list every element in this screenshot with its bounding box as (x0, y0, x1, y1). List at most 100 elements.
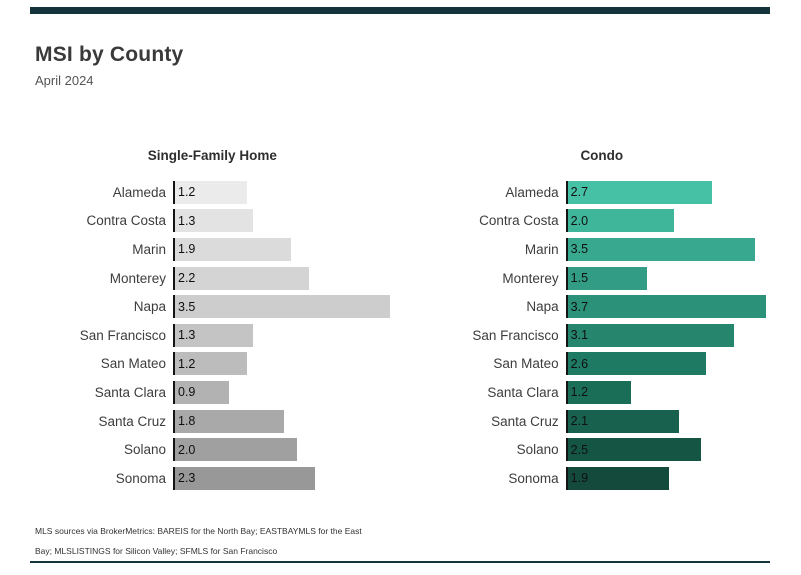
bar-row: Sonoma 1.9 (438, 464, 766, 493)
bar-track: 1.2 (173, 180, 390, 204)
category-label: Santa Cruz (491, 413, 559, 429)
bar-row: Napa 3.5 (35, 292, 390, 321)
bar: 1.8 (173, 409, 285, 433)
bar: 1.2 (565, 380, 631, 404)
category-label: Contra Costa (86, 213, 166, 229)
bar-track: 1.3 (173, 323, 390, 347)
bar-track: 1.2 (173, 352, 390, 376)
bar-track: 1.9 (173, 237, 390, 261)
category-label: Alameda (112, 184, 166, 200)
bar: 2.0 (565, 209, 674, 233)
bar: 3.7 (565, 295, 766, 319)
category-label: Santa Clara (487, 384, 559, 400)
value-label: 2.0 (570, 213, 589, 228)
bar-row: Contra Costa 1.3 (35, 207, 390, 236)
bar-track: 2.0 (565, 209, 766, 233)
bar-row: Solano 2.5 (438, 435, 766, 464)
value-label: 1.8 (178, 414, 196, 429)
category-label: Solano (123, 442, 166, 458)
category-label: San Francisco (472, 327, 559, 343)
bar-track: 2.6 (565, 352, 766, 376)
bar-row: Santa Clara 1.2 (438, 378, 766, 407)
value-label: 2.6 (570, 356, 589, 371)
value-label: 3.7 (570, 299, 589, 314)
value-label: 1.3 (178, 328, 196, 343)
bar: 3.1 (565, 323, 734, 347)
value-label: 2.1 (570, 414, 589, 429)
bar: 1.9 (173, 237, 291, 261)
bar-track: 2.1 (565, 409, 766, 433)
category-label: Sonoma (115, 470, 166, 486)
category-label: Napa (526, 299, 559, 315)
bar-track: 2.0 (173, 438, 390, 462)
source-note: MLS sources via BrokerMetrics: BAREIS fo… (35, 521, 362, 561)
category-label: San Mateo (493, 356, 559, 372)
value-label: 1.3 (178, 213, 196, 228)
bar: 2.0 (173, 438, 297, 462)
value-label: 2.2 (178, 271, 196, 286)
bar-row: Sonoma 2.3 (35, 464, 390, 493)
page-subtitle: April 2024 (35, 73, 94, 88)
value-label: 1.9 (570, 471, 589, 486)
charts-area: Single-Family Home Alameda 1.2 Contra Cost… (35, 148, 766, 493)
bar-rows: Alameda 2.7 Contra Costa 2.0 Marin 3.5 Montere… (438, 178, 766, 493)
bar: 2.5 (565, 438, 702, 462)
bar-row: Marin 1.9 (35, 235, 390, 264)
value-label: 1.2 (178, 356, 196, 371)
bar: 1.5 (565, 266, 647, 290)
bar-track: 2.5 (565, 438, 766, 462)
bar-row: San Francisco 3.1 (438, 321, 766, 350)
value-label: 1.2 (570, 385, 589, 400)
value-label: 3.1 (570, 328, 589, 343)
bar-track: 3.5 (173, 295, 390, 319)
category-label: Marin (132, 241, 166, 257)
bar-track: 1.2 (565, 380, 766, 404)
value-label: 1.5 (570, 271, 589, 286)
page-title: MSI by County (35, 43, 184, 66)
bar-row: Alameda 1.2 (35, 178, 390, 207)
category-label: Monterey (502, 270, 559, 286)
value-label: 2.3 (178, 471, 196, 486)
bar-row: Alameda 2.7 (438, 178, 766, 207)
bar-row: Marin 3.5 (438, 235, 766, 264)
bar: 1.3 (173, 209, 254, 233)
bar-track: 1.9 (565, 466, 766, 490)
bar-row: Santa Clara 0.9 (35, 378, 390, 407)
category-label: Solano (516, 442, 559, 458)
bar-track: 3.7 (565, 295, 766, 319)
bar-track: 2.2 (173, 266, 390, 290)
value-label: 2.0 (178, 442, 196, 457)
value-label: 2.5 (570, 442, 589, 457)
value-label: 1.9 (178, 242, 196, 257)
category-label: Santa Clara (94, 384, 166, 400)
bar: 1.2 (173, 352, 248, 376)
bar-track: 3.1 (565, 323, 766, 347)
bar: 2.3 (173, 466, 316, 490)
source-note-line2: Bay; MLSLISTINGS for Silicon Valley; SFM… (35, 546, 278, 556)
bar: 3.5 (173, 295, 390, 319)
bar-row: San Mateo 2.6 (438, 350, 766, 379)
bar: 1.9 (565, 466, 669, 490)
bar-track: 2.7 (565, 180, 766, 204)
category-label: Contra Costa (479, 213, 559, 229)
bar-row: Santa Cruz 2.1 (438, 407, 766, 436)
bar: 2.6 (565, 352, 707, 376)
bar: 1.3 (173, 323, 254, 347)
chart-single-family: Single-Family Home Alameda 1.2 Contra Cost… (35, 148, 390, 493)
value-label: 2.7 (570, 185, 589, 200)
value-label: 0.9 (178, 385, 196, 400)
category-label: San Mateo (100, 356, 166, 372)
category-label: Sonoma (508, 470, 559, 486)
bar: 2.7 (565, 180, 712, 204)
bar: 0.9 (173, 380, 229, 404)
bar: 1.2 (173, 180, 248, 204)
bar-row: Monterey 2.2 (35, 264, 390, 293)
bottom-divider (30, 561, 770, 563)
category-label: San Francisco (79, 327, 166, 343)
content: MSI by County April 2024 Single-Family H… (35, 43, 766, 493)
bar-track: 3.5 (565, 237, 766, 261)
bar-track: 0.9 (173, 380, 390, 404)
bar-row: San Francisco 1.3 (35, 321, 390, 350)
value-label: 3.5 (178, 299, 196, 314)
